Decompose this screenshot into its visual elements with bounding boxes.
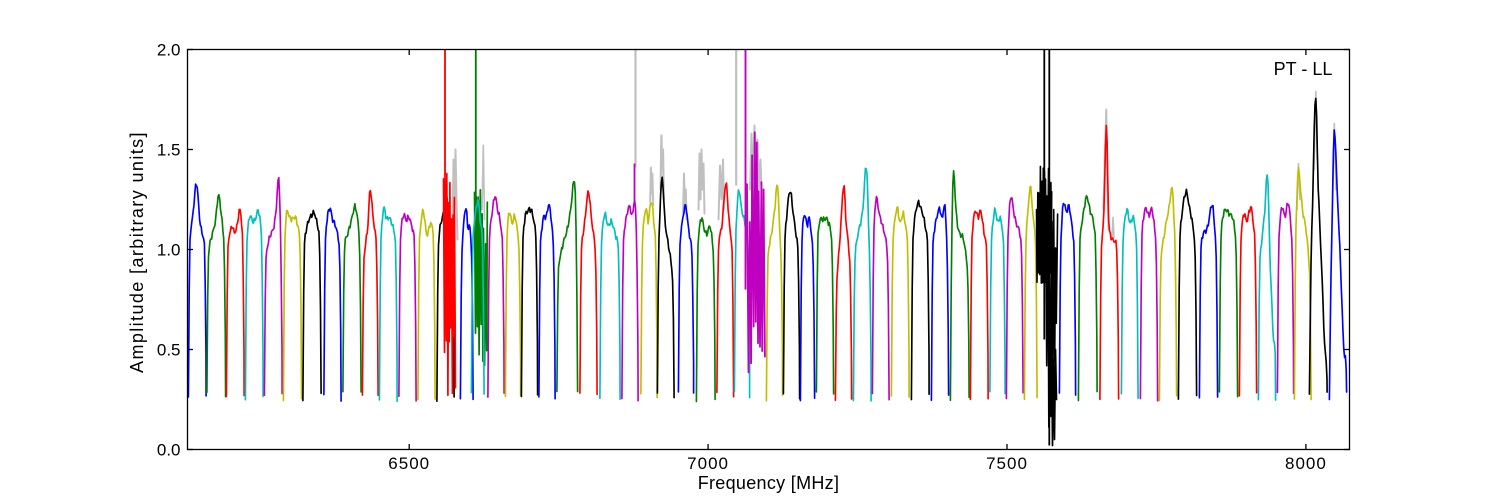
svg-text:Amplitude [arbitrary units]: Amplitude [arbitrary units] [127, 131, 147, 373]
svg-text:PT - LL: PT - LL [1274, 59, 1333, 79]
svg-text:0.0: 0.0 [157, 441, 181, 460]
svg-text:7500: 7500 [986, 454, 1028, 473]
svg-text:6500: 6500 [388, 454, 430, 473]
svg-text:1.5: 1.5 [157, 141, 181, 160]
svg-text:8000: 8000 [1285, 454, 1327, 473]
svg-text:0.5: 0.5 [157, 341, 181, 360]
svg-text:Frequency [MHz]: Frequency [MHz] [698, 473, 840, 493]
svg-text:1.0: 1.0 [157, 241, 181, 260]
svg-text:7000: 7000 [687, 454, 729, 473]
svg-text:2.0: 2.0 [157, 41, 181, 60]
